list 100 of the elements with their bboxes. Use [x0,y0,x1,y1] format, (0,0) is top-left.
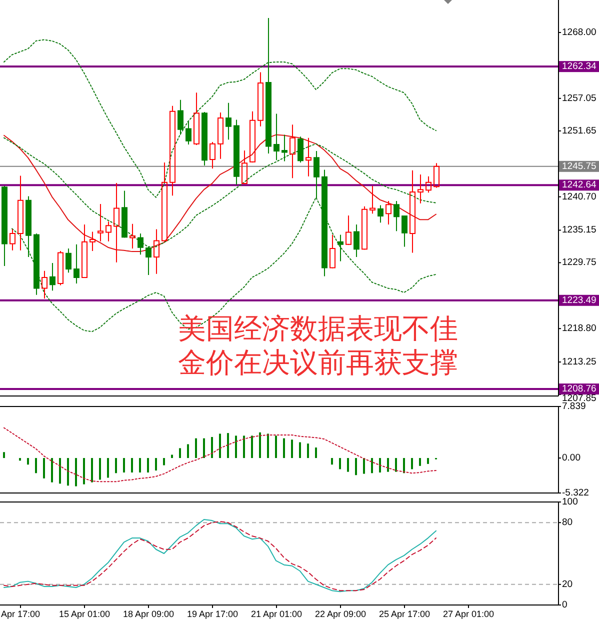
bar [59,458,61,484]
candlestick [426,176,432,194]
bar [403,458,405,474]
line-series [4,39,436,198]
candlestick [370,185,376,214]
bar [411,458,413,470]
bar [107,458,109,478]
y-tick-label: 1218.80 [562,323,596,334]
candlestick [386,200,392,225]
x-tick-label: 19 Apr 17:00 [186,609,238,619]
bar [251,436,253,458]
candlestick [154,228,160,274]
bar [203,438,205,458]
bar [19,458,21,461]
bar [179,448,181,458]
candlestick [362,206,368,250]
bar [43,458,45,478]
bar [91,458,93,482]
candlestick [410,170,416,254]
bar [315,448,317,458]
candlestick [146,246,152,276]
y-tick-label: 100 [562,496,578,508]
bar [427,458,429,464]
candlestick [330,234,336,269]
bar [331,458,333,465]
line-series [4,427,436,482]
x-tick-label: 15 Apr 01:00 [58,609,110,619]
y-tick-label: 0.00 [562,452,580,464]
ref-line-label: 1262.34 [562,61,596,72]
candlestick [418,174,424,204]
bar [235,436,237,458]
y-tick-label: 80 [562,517,573,528]
candlestick [98,204,104,242]
bar [115,458,117,474]
bar [299,442,301,458]
bar [155,458,157,471]
y-tick-label: 1268.00 [562,27,596,38]
candlestick [338,234,344,262]
y-tick-label: 1213.25 [562,356,596,368]
candlestick [66,248,72,274]
candlestick [122,190,128,238]
y-tick-label: 1240.70 [562,191,596,202]
bar [275,436,277,458]
bar [363,458,365,474]
bar [195,438,197,458]
candlestick [162,162,168,242]
bar [307,444,309,458]
y-tick-label: 7.839 [562,401,586,412]
bar [283,438,285,458]
candlestick [322,169,328,277]
bar [267,434,269,458]
bar [371,458,373,474]
candlestick [18,175,24,251]
x-tick-label: 22 Apr 09:00 [314,609,366,619]
bar [219,434,221,458]
candlestick [82,224,88,279]
bar [339,458,341,470]
candlestick [178,99,184,136]
candlestick [42,270,48,300]
bar [395,458,397,472]
candlestick [90,231,96,252]
y-tick-label: 20 [562,578,573,590]
candlestick [26,196,32,258]
bar [171,454,173,458]
y-tick-label: -5.322 [562,488,589,498]
candlestick [2,185,8,267]
candlestick [434,162,440,188]
bar [99,458,101,480]
ref-line-label: 1223.49 [562,294,596,306]
bar [259,432,261,458]
bar [227,433,229,458]
candlestick [34,233,40,296]
candlestick [202,111,208,166]
candlestick [354,224,360,258]
bar [139,458,141,472]
annotation: 金价在决议前再获支撑 [178,346,458,379]
candlestick [378,204,384,224]
candlestick [250,110,256,163]
candlestick [346,214,352,246]
candlestick [314,150,320,198]
bar [347,458,349,472]
bar [291,440,293,458]
bar [243,436,245,458]
bar [187,444,189,458]
bar [3,452,5,458]
candlestick [266,18,272,154]
y-tick-label: 1251.65 [562,125,596,136]
candlestick [242,150,248,185]
bar [147,458,149,472]
bar [75,458,77,486]
bar [355,458,357,476]
candlestick [218,112,224,160]
x-tick-label: 27 Apr 01:00 [442,609,494,619]
candlestick [50,262,56,292]
candlestick [402,214,408,248]
candlestick [106,220,112,242]
bar [83,458,85,484]
bar [379,458,381,472]
candlestick [274,113,280,161]
bar [131,458,133,472]
